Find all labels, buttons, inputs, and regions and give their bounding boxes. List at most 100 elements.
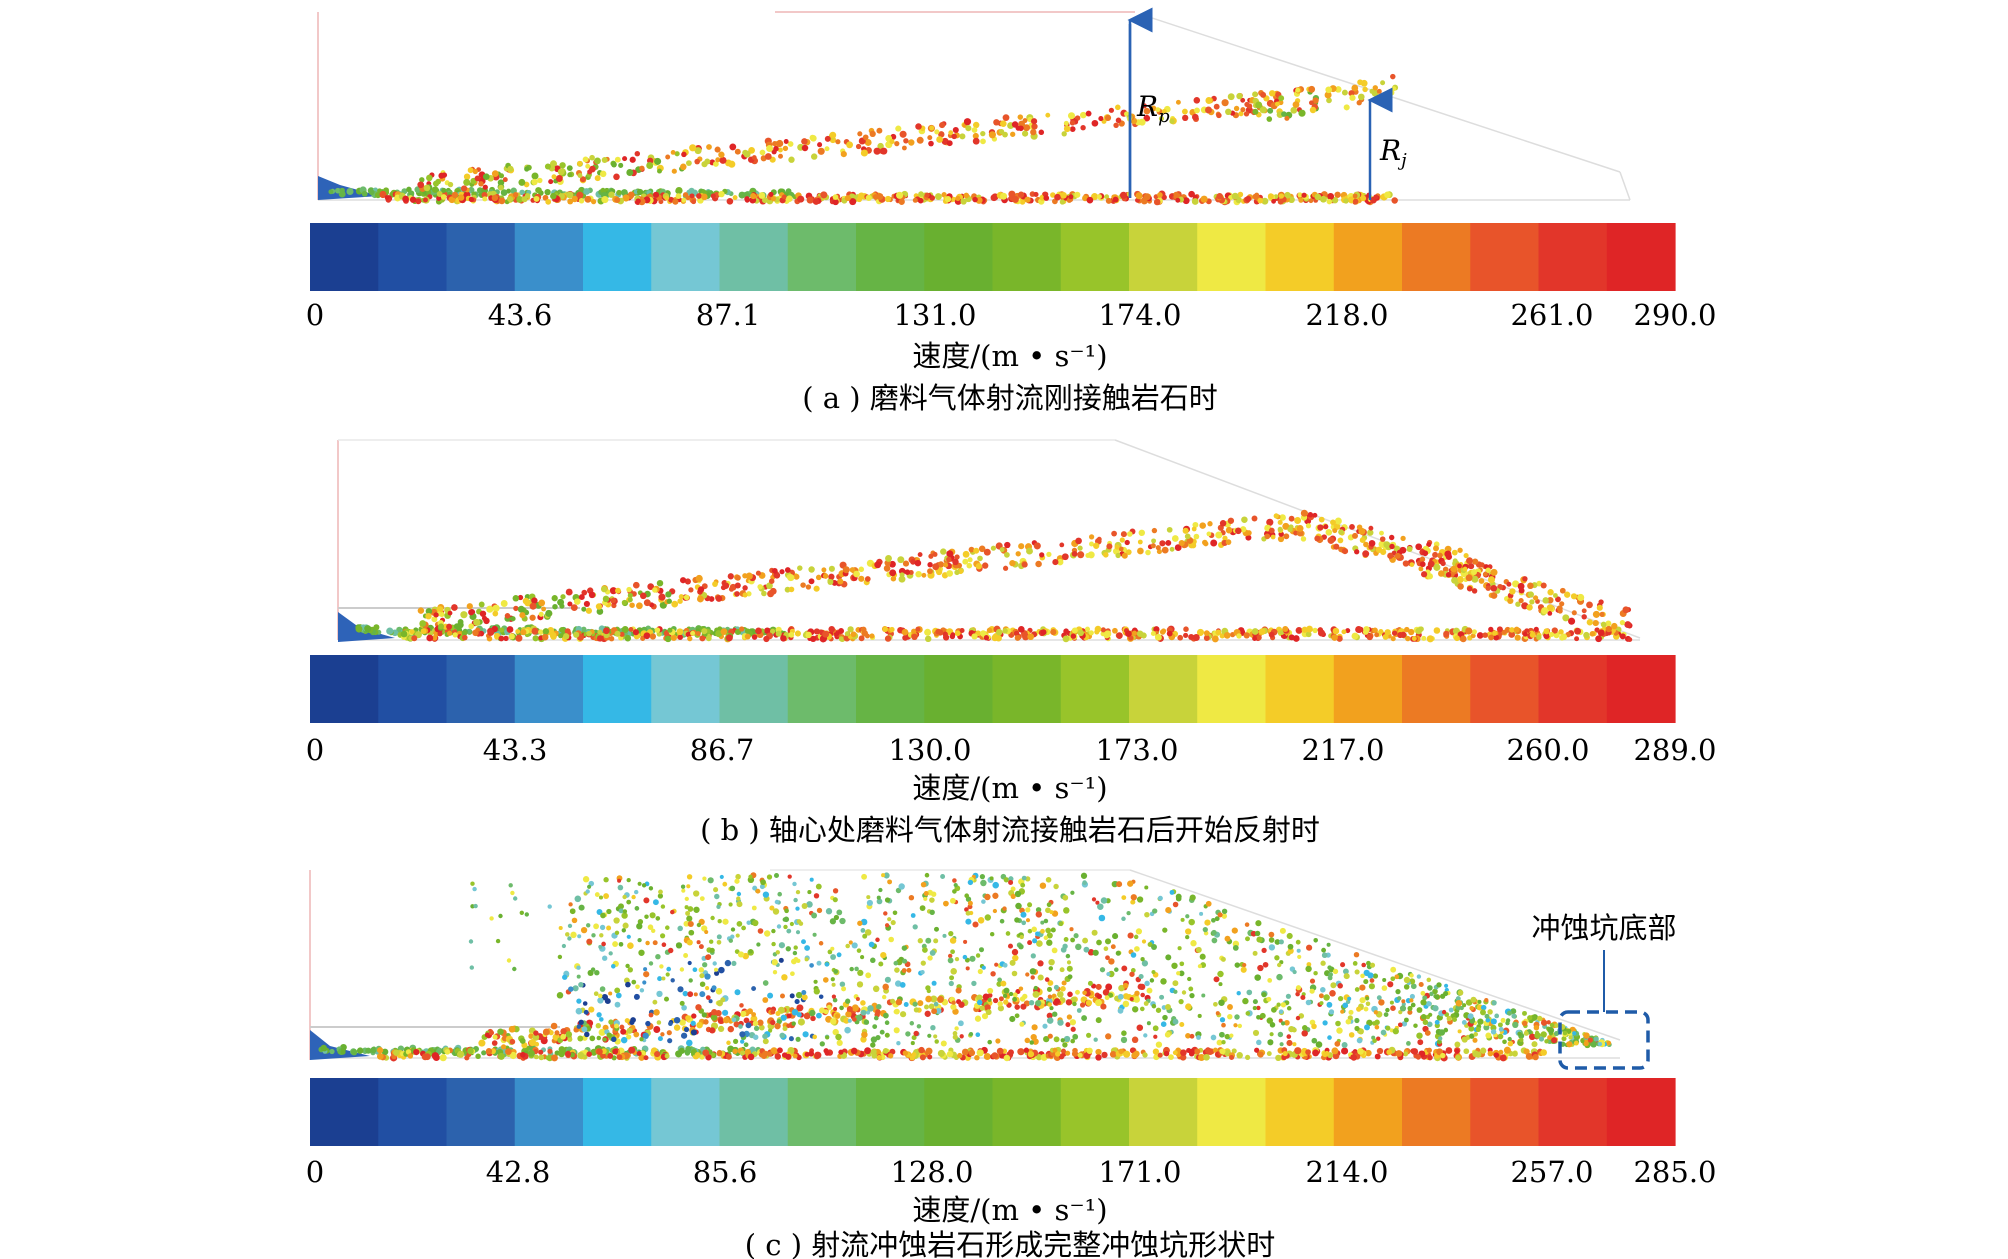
particle <box>1372 627 1378 634</box>
particle <box>370 1046 377 1054</box>
particle <box>1401 999 1406 1004</box>
particle <box>567 601 573 607</box>
particle <box>1059 542 1065 548</box>
particle <box>992 881 999 889</box>
particle <box>1142 1052 1148 1058</box>
particle <box>600 912 606 919</box>
particle <box>598 895 604 900</box>
particle <box>1071 551 1078 557</box>
particle <box>702 876 707 881</box>
particle <box>1211 635 1219 643</box>
particle <box>1227 1013 1233 1020</box>
particle <box>778 957 784 963</box>
particle <box>719 156 727 164</box>
particle <box>665 154 671 160</box>
particle <box>463 178 471 186</box>
particle <box>346 187 354 196</box>
particle <box>690 1029 697 1036</box>
particle <box>1468 1025 1475 1032</box>
particle <box>1204 919 1211 926</box>
particle <box>1116 632 1123 639</box>
tick-label-b: 173.0 <box>1095 733 1178 767</box>
particle <box>849 198 857 206</box>
particle <box>502 177 508 183</box>
particle <box>1189 894 1196 901</box>
particle <box>1131 1036 1139 1044</box>
particle <box>1532 1053 1539 1061</box>
particle <box>801 994 808 1001</box>
particle <box>1197 964 1202 969</box>
particle <box>924 1004 929 1010</box>
particle <box>1345 1018 1352 1025</box>
colorbar-segment <box>856 223 925 291</box>
particle <box>1284 191 1291 199</box>
particle <box>1195 946 1202 953</box>
particle <box>734 574 741 581</box>
particle <box>831 994 837 999</box>
particle <box>960 198 967 205</box>
particle <box>384 195 390 200</box>
particle <box>1540 1019 1548 1026</box>
particle <box>457 618 464 625</box>
colorbar-segment <box>1333 655 1403 723</box>
particle <box>1485 1032 1492 1039</box>
particle <box>965 125 972 132</box>
particle <box>1035 1054 1043 1061</box>
particle <box>1551 627 1558 634</box>
particle <box>804 1051 810 1057</box>
particle <box>716 939 722 945</box>
particle <box>563 633 570 640</box>
particle <box>870 1048 877 1055</box>
particle <box>822 573 829 579</box>
particle <box>718 190 725 198</box>
particle <box>928 140 934 147</box>
particle <box>655 953 661 960</box>
particle <box>889 139 895 145</box>
particle <box>743 1042 749 1048</box>
particle <box>954 554 960 560</box>
particle <box>1203 541 1209 547</box>
particle <box>320 1044 327 1052</box>
particle <box>478 1039 486 1047</box>
colorbar-segment <box>787 655 857 723</box>
particle <box>1225 539 1232 545</box>
particle <box>770 1047 778 1055</box>
particle <box>439 1054 447 1062</box>
particle <box>576 191 584 199</box>
particle <box>787 574 795 582</box>
tick-label-a: 131.0 <box>893 298 976 332</box>
particle <box>1087 980 1093 986</box>
particle <box>734 582 741 589</box>
particle <box>1088 534 1095 540</box>
particle <box>1451 576 1458 584</box>
particle <box>898 198 905 205</box>
particle <box>564 628 571 635</box>
particle <box>1619 619 1626 626</box>
particle <box>1442 566 1449 573</box>
particle <box>1203 635 1210 641</box>
particle <box>419 177 425 183</box>
particle <box>1178 998 1184 1005</box>
particle <box>615 992 622 999</box>
particle <box>1054 193 1061 201</box>
particle <box>781 194 787 200</box>
particle <box>1112 627 1118 634</box>
particle <box>1053 984 1059 990</box>
particle <box>1052 1047 1058 1053</box>
particle <box>1015 551 1021 557</box>
particle <box>899 1011 907 1018</box>
particle <box>1323 524 1329 530</box>
particle <box>1188 190 1195 198</box>
colorbar-segment <box>310 655 379 723</box>
particle <box>624 1018 630 1024</box>
particle <box>560 594 566 600</box>
particle <box>701 628 708 635</box>
particle <box>1359 537 1366 544</box>
particle <box>612 941 619 948</box>
particle <box>1179 1022 1185 1027</box>
particle <box>1296 524 1304 532</box>
particle <box>441 187 447 193</box>
particle <box>899 130 907 138</box>
particle <box>1133 996 1140 1003</box>
particle <box>1436 1039 1442 1045</box>
